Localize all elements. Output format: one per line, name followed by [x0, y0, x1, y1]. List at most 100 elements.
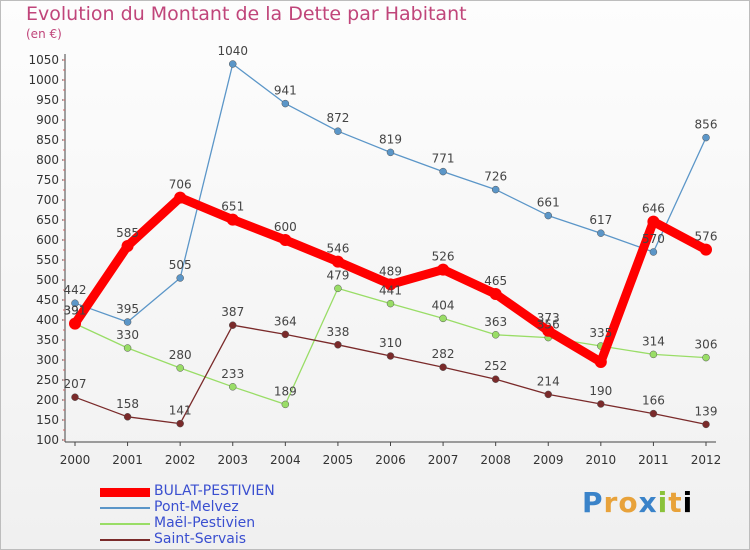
data-point — [702, 420, 710, 429]
y-tick-label: 650 — [36, 213, 59, 227]
data-label: 233 — [221, 367, 244, 381]
legend-item: Pont-Melvez — [100, 499, 360, 516]
data-label: 526 — [432, 250, 455, 264]
data-point — [649, 409, 658, 418]
data-point — [702, 353, 710, 362]
data-point — [439, 363, 447, 371]
data-point — [334, 284, 342, 293]
data-label: 391 — [64, 304, 87, 318]
chart-subtitle: (en €) — [26, 27, 62, 41]
data-point — [647, 215, 660, 228]
data-point — [334, 127, 342, 135]
data-point — [597, 400, 605, 408]
data-label: 166 — [642, 394, 665, 408]
data-point — [229, 383, 237, 391]
legend-label: Maël-Pestivien — [154, 515, 256, 531]
legend-item: BULAT-PESTIVIEN — [100, 483, 360, 500]
data-label: 771 — [432, 152, 455, 166]
data-point — [386, 148, 395, 157]
legend-swatch — [100, 523, 150, 525]
data-label: 819 — [379, 132, 402, 146]
data-label: 600 — [274, 220, 297, 234]
data-point — [71, 299, 79, 307]
data-point — [229, 321, 237, 329]
legend-item: Saint-Servais — [100, 531, 360, 548]
data-label: 1040 — [217, 44, 248, 58]
y-tick-label: 450 — [36, 293, 59, 307]
x-tick-label: 2000 — [60, 453, 91, 467]
data-point — [489, 288, 502, 300]
x-tick-label: 2012 — [691, 453, 722, 467]
y-tick-label: 500 — [36, 273, 59, 287]
y-tick-label: 950 — [36, 93, 59, 107]
data-label: 585 — [116, 226, 139, 240]
legend-swatch — [100, 487, 150, 497]
data-point — [279, 234, 292, 246]
chart-title: Evolution du Montant de la Dette par Hab… — [26, 3, 467, 25]
legend-swatch — [100, 507, 150, 509]
x-tick-label: 2003 — [217, 453, 248, 467]
data-point — [281, 99, 290, 108]
data-label: 338 — [326, 325, 349, 339]
y-tick-label: 1050 — [28, 53, 59, 67]
data-label: 314 — [642, 334, 665, 348]
data-point — [69, 317, 81, 330]
y-tick-label: 600 — [36, 233, 59, 247]
data-point — [229, 60, 237, 68]
y-tick-label: 800 — [36, 153, 59, 167]
y-tick-label: 150 — [36, 413, 59, 427]
data-label: 189 — [274, 384, 297, 398]
data-label: 214 — [537, 374, 560, 388]
legend-label: BULAT-PESTIVIEN — [154, 483, 275, 499]
data-point — [386, 299, 395, 308]
data-point — [649, 248, 658, 256]
data-label: 442 — [64, 283, 87, 297]
data-point — [544, 211, 552, 220]
data-label: 651 — [221, 200, 244, 214]
data-label: 872 — [326, 111, 349, 125]
x-tick-label: 2004 — [270, 453, 301, 467]
data-label: 310 — [379, 336, 402, 350]
data-label: 387 — [221, 305, 244, 319]
data-point — [544, 390, 552, 399]
data-label: 395 — [116, 302, 139, 316]
data-label: 404 — [432, 298, 455, 312]
data-point — [439, 314, 447, 323]
data-label: 441 — [379, 284, 402, 298]
data-label: 726 — [484, 170, 507, 184]
data-point — [281, 400, 290, 409]
data-label: 364 — [274, 314, 297, 328]
data-label: 661 — [537, 196, 560, 210]
data-point — [176, 364, 184, 372]
legend-label: Pont-Melvez — [154, 499, 239, 515]
data-point — [491, 375, 500, 383]
data-point — [334, 341, 342, 349]
y-tick-label: 250 — [36, 373, 59, 387]
y-tick-label: 550 — [36, 253, 59, 267]
data-label: 391 — [64, 304, 87, 318]
data-point — [542, 324, 555, 337]
data-label: 479 — [326, 268, 349, 282]
data-point — [176, 419, 184, 428]
data-point — [491, 185, 500, 194]
data-label: 330 — [116, 328, 139, 342]
data-label: 158 — [116, 397, 139, 411]
data-label: 465 — [484, 274, 507, 288]
data-label: 617 — [589, 213, 612, 227]
data-point — [281, 330, 290, 339]
x-tick-label: 2005 — [323, 453, 354, 467]
data-point — [594, 356, 607, 368]
data-label: 356 — [537, 318, 560, 332]
data-point — [649, 350, 658, 359]
data-point — [331, 255, 344, 268]
x-tick-label: 2009 — [533, 453, 564, 467]
data-label: 139 — [695, 404, 718, 418]
data-point — [702, 133, 710, 142]
data-label: 546 — [326, 242, 349, 256]
data-label: 306 — [695, 338, 718, 352]
y-tick-label: 300 — [36, 353, 59, 367]
y-tick-label: 850 — [36, 133, 59, 147]
data-label: 190 — [589, 384, 612, 398]
legend-swatch — [100, 539, 150, 541]
